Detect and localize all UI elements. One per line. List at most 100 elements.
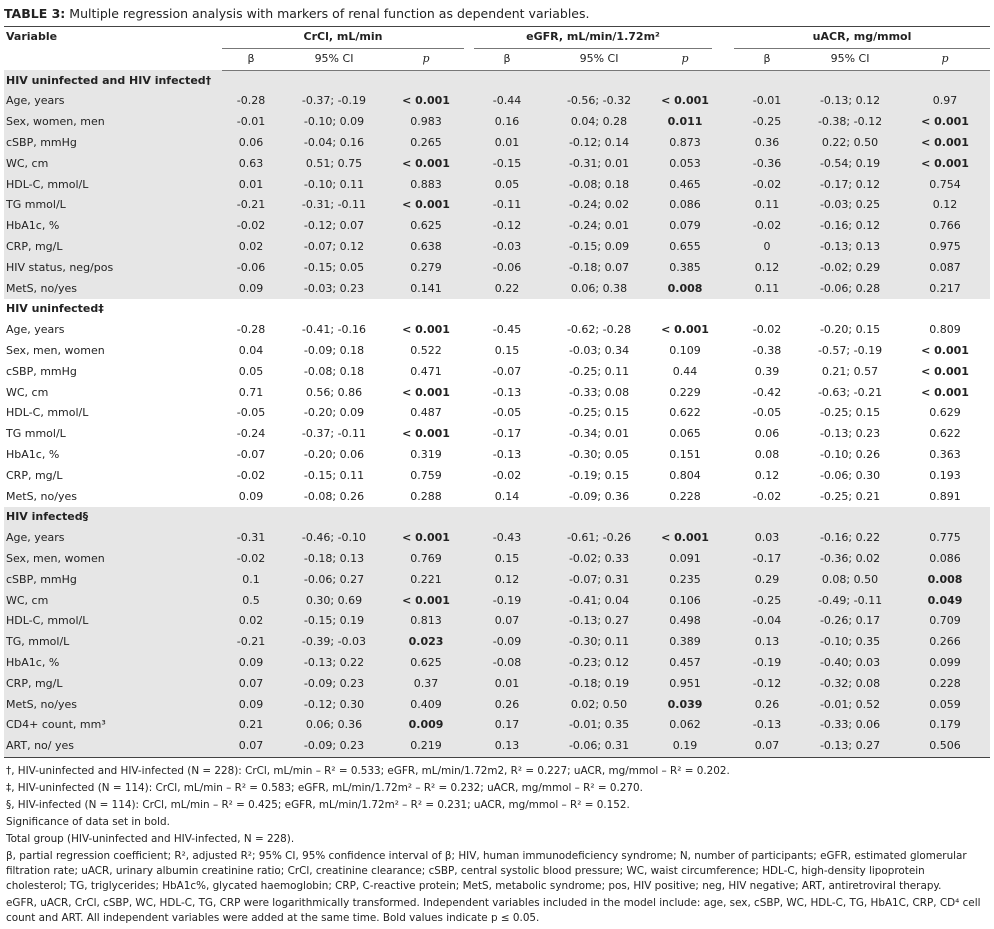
subheader: β	[222, 48, 280, 71]
caption-label: TABLE 3:	[4, 6, 66, 21]
variable-cell: CRP, mg/L	[6, 468, 63, 482]
value-cell: 0.951	[658, 673, 713, 695]
value-cell: < 0.001	[388, 528, 465, 549]
value-cell: -0.46; -0.10	[280, 528, 388, 549]
value-cell: 0.087	[900, 257, 991, 279]
cell-gap	[464, 257, 475, 279]
data-row: MetS, no/yes 0.09 -0.12; 0.30 0.409 0.26 0.02…	[4, 694, 991, 716]
data-row: ART, no/ yes 0.07 -0.09; 0.23 0.219 0.13 -0.0…	[4, 736, 991, 758]
variable-cell: CRP, mg/L	[4, 236, 222, 258]
value-cell: 0.109	[669, 343, 701, 357]
value-cell: 0.141	[388, 278, 465, 300]
value-cell: 0.465	[658, 174, 713, 196]
value-cell: -0.06; 0.27	[280, 569, 388, 591]
value-cell: -0.06	[474, 257, 541, 279]
cell-gap	[712, 487, 734, 508]
value-cell: -0.15; 0.09	[540, 236, 659, 258]
value-cell: -0.41; -0.16	[301, 323, 367, 337]
value-cell: 0.279	[388, 257, 465, 279]
value-cell: -0.05	[492, 406, 522, 420]
value-cell: 0.11	[734, 278, 801, 300]
cell-gap	[464, 548, 475, 570]
value-cell: -0.03	[474, 236, 541, 258]
value-cell: 0.809	[929, 323, 961, 337]
value-cell: -0.37; -0.19	[280, 91, 388, 113]
value-cell: 0.09	[238, 489, 264, 503]
cell-gap	[712, 652, 735, 674]
value-cell: 0.15	[474, 548, 541, 570]
variable-cell: HDL-C, mmol/L	[4, 611, 222, 633]
value-cell: 0.07	[222, 673, 280, 695]
value-cell: -0.25; 0.21	[819, 489, 881, 503]
value-cell: < 0.001	[661, 323, 709, 337]
value-cell: -0.28	[236, 323, 266, 337]
value-cell: 0.97	[900, 91, 991, 113]
value-cell: < 0.001	[402, 385, 450, 399]
section-row: HIV uninfected and HIV infected†	[4, 70, 991, 92]
value-cell: 0.07	[222, 736, 280, 758]
data-row: CRP, mg/L 0.07 -0.09; 0.23 0.37 0.01 -0.18; 0…	[4, 673, 991, 695]
value-cell: -0.39; -0.03	[280, 632, 388, 653]
value-cell: -0.25; 0.15	[568, 406, 630, 420]
cell-gap	[464, 236, 475, 258]
value-cell: 0.062	[658, 715, 713, 737]
value-cell: -0.06	[222, 257, 280, 279]
value-cell: 0.22	[474, 278, 541, 300]
value-cell: -0.09; 0.36	[568, 489, 630, 503]
value-cell: 0.1	[222, 569, 280, 591]
value-cell: 0.30; 0.69	[280, 590, 388, 612]
footnote: Significance of data set in bold.	[6, 815, 170, 828]
subheader-gap	[464, 48, 475, 71]
data-row: WC, cm 0.5 0.30; 0.69 < 0.001 -0.19 -0.41; 0.…	[4, 590, 991, 612]
value-cell: 0.04	[238, 343, 264, 357]
value-cell: 0.26	[474, 694, 541, 716]
value-cell: 0.009	[388, 715, 465, 737]
value-cell: -0.61; -0.26	[540, 528, 659, 549]
data-row: CRP, mg/L -0.02 -0.15; 0.11 0.759 -0.02 -0.19…	[4, 466, 990, 487]
cell-gap	[712, 132, 735, 154]
data-row: HIV status, neg/pos -0.06 -0.15; 0.05 0.279…	[4, 257, 991, 279]
value-cell: -0.18; 0.07	[540, 257, 659, 279]
variable-cell: CRP, mg/L	[4, 673, 222, 695]
value-cell: -0.13	[492, 385, 522, 399]
value-cell: -0.12; 0.14	[540, 132, 659, 154]
value-cell: 0.221	[388, 569, 465, 591]
subheader: p	[900, 48, 991, 71]
variable-cell: TG, mmol/L	[4, 632, 222, 653]
value-cell: -0.20; 0.09	[303, 406, 365, 420]
value-cell: 0.02; 0.50	[540, 694, 659, 716]
value-cell: 0.09	[222, 278, 280, 300]
subheader: β	[474, 48, 541, 71]
data-row: WC, cm 0.71 0.56; 0.86 < 0.001 -0.13 -0.33; 0…	[4, 383, 990, 404]
value-cell: -0.06; 0.30	[819, 468, 881, 482]
value-cell: -0.04	[734, 611, 801, 633]
value-cell: 0.21; 0.57	[821, 364, 879, 378]
value-cell: < 0.001	[402, 427, 450, 441]
cell-gap	[464, 466, 474, 487]
value-cell: 0.193	[929, 468, 961, 482]
value-cell: 0.086	[658, 195, 713, 217]
data-row: cSBP, mmHg 0.05 -0.08; 0.18 0.471 -0.07 -0.25…	[4, 362, 990, 383]
value-cell: 0.065	[669, 427, 701, 441]
data-row: cSBP, mmHg 0.06 -0.04; 0.16 0.265 0.01 -0.12;…	[4, 132, 991, 154]
cell-gap	[464, 673, 475, 695]
value-cell: -0.03; 0.34	[568, 343, 630, 357]
value-cell: -0.08; 0.18	[540, 174, 659, 196]
value-cell: -0.15; 0.11	[303, 468, 365, 482]
value-cell: -0.13; 0.27	[540, 611, 659, 633]
cell-gap	[712, 112, 735, 133]
value-cell: 0.36	[734, 132, 801, 154]
value-cell: -0.01	[734, 91, 801, 113]
value-cell: -0.20; 0.06	[303, 447, 365, 461]
value-cell: 0.655	[658, 236, 713, 258]
value-cell: -0.19	[474, 590, 541, 612]
value-cell: 0.759	[410, 468, 442, 482]
value-cell: -0.21	[222, 195, 280, 217]
footnote: β, partial regression coefficient; R², a…	[6, 849, 967, 892]
value-cell: -0.13; 0.13	[800, 236, 901, 258]
data-row: HDL-C, mmol/L -0.05 -0.20; 0.09 0.487 -0.05 -…	[4, 403, 990, 424]
value-cell: 0.71	[238, 385, 264, 399]
variable-cell: Sex, women, men	[4, 112, 222, 133]
value-cell: -0.32; 0.08	[800, 673, 901, 695]
value-cell: 0.498	[658, 611, 713, 633]
